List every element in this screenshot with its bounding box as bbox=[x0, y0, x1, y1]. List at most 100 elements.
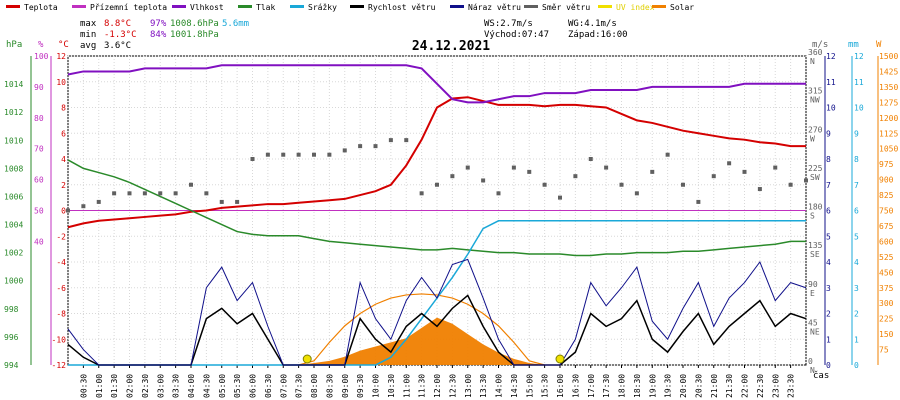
legend-label-0: Teplota bbox=[24, 3, 58, 12]
winddir-dir-1: NE bbox=[810, 327, 820, 336]
temp-tick-5: -2 bbox=[56, 232, 66, 241]
sunrise-marker bbox=[302, 354, 312, 364]
pressure-tick-3: 1000 bbox=[4, 277, 23, 286]
x-tick-label-45: 23:00 bbox=[771, 374, 780, 398]
unit-mm: mm bbox=[848, 40, 859, 50]
rain-tick-12: 12 bbox=[854, 52, 864, 61]
solar-tick-19: 1425 bbox=[879, 67, 898, 76]
legend-swatch-0 bbox=[6, 5, 20, 8]
winddir-dir-6: W bbox=[810, 134, 815, 143]
legend-label-4: Srážky bbox=[308, 3, 337, 12]
winddir-dir-7: NW bbox=[810, 96, 820, 105]
x-tick-label-36: 18:30 bbox=[633, 374, 642, 398]
series-gust-line bbox=[67, 258, 807, 366]
x-tick-label-43: 22:00 bbox=[741, 374, 750, 398]
series-winddir-point-32 bbox=[558, 195, 562, 200]
series-winddir-point-35 bbox=[604, 165, 609, 170]
winddir-dir-2: E bbox=[810, 289, 815, 298]
x-tick-label-27: 14:00 bbox=[495, 374, 504, 398]
x-tick-label-38: 19:30 bbox=[664, 374, 673, 398]
humidity-tick-2: 60 bbox=[34, 176, 44, 185]
wind-tick-9: 9 bbox=[826, 129, 831, 138]
series-humidity-line bbox=[67, 64, 806, 104]
solar-tick-15: 1125 bbox=[879, 129, 898, 138]
legend-swatch-6 bbox=[450, 5, 464, 8]
info-panel: max 8.8°C 97% 1008.6hPa 5.6mm min -1.3°C… bbox=[80, 19, 628, 54]
solar-tick-14: 1050 bbox=[879, 145, 898, 154]
winddir-tick-2: 90 bbox=[808, 280, 818, 289]
stats-avg-temp: 3.6°C bbox=[104, 41, 131, 51]
x-tick-label-46: 23:30 bbox=[787, 374, 796, 398]
x-tick-label-3: 02:00 bbox=[126, 374, 135, 398]
series-winddir-point-48 bbox=[804, 178, 808, 183]
x-tick-label-17: 09:00 bbox=[341, 374, 350, 398]
x-tick-label-35: 18:00 bbox=[618, 374, 627, 398]
series-winddir-point-1 bbox=[81, 204, 86, 209]
x-tick-label-40: 20:30 bbox=[694, 374, 703, 398]
x-tick-label-11: 06:00 bbox=[249, 374, 258, 398]
temp-tick-12: 12 bbox=[56, 52, 66, 61]
solar-tick-11: 825 bbox=[879, 191, 894, 200]
x-tick-label-15: 08:00 bbox=[310, 374, 319, 398]
x-tick-label-10: 05:30 bbox=[233, 374, 242, 398]
x-tick-label-31: 16:00 bbox=[556, 374, 565, 398]
solar-tick-20: 1500 bbox=[879, 52, 898, 61]
winddir-dir-5: SW bbox=[810, 173, 820, 182]
series-solar-area bbox=[68, 317, 806, 365]
x-tick-label-44: 22:30 bbox=[756, 374, 765, 398]
wind-tick-3: 3 bbox=[826, 284, 831, 293]
pressure-tick-0: 994 bbox=[4, 361, 19, 370]
solar-tick-12: 900 bbox=[879, 176, 894, 185]
x-tick-label-16: 08:30 bbox=[325, 374, 334, 398]
x-tick-label-4: 02:30 bbox=[141, 374, 150, 398]
series-winddir-point-33 bbox=[573, 174, 578, 179]
right-axes: 0N45NE90E135SE180S225SW270W315NW360N0123… bbox=[808, 48, 898, 375]
humidity-tick-4: 80 bbox=[34, 114, 44, 123]
x-tick-label-24: 12:30 bbox=[448, 374, 457, 398]
winddir-tick-5: 225 bbox=[808, 164, 823, 173]
series-winddir-point-46 bbox=[773, 165, 778, 170]
x-tick-label-42: 21:30 bbox=[725, 374, 734, 398]
unit-ms: m/s bbox=[812, 40, 828, 50]
series-winddir-point-45 bbox=[757, 187, 762, 192]
series-pressure-line bbox=[67, 159, 806, 257]
x-tick-label-21: 11:00 bbox=[402, 374, 411, 398]
legend-swatch-7 bbox=[524, 5, 538, 8]
series-winddir-point-40 bbox=[681, 182, 685, 187]
legend-swatch-8 bbox=[598, 5, 612, 8]
series-winddir-point-23 bbox=[419, 191, 424, 196]
temp-tick-0: -12 bbox=[52, 361, 67, 370]
rain-tick-10: 10 bbox=[854, 104, 864, 113]
pressure-tick-2: 998 bbox=[4, 305, 19, 314]
stats-max-hum: 97% bbox=[150, 19, 167, 29]
stats-min-temp: -1.3°C bbox=[104, 30, 137, 40]
solar-tick-8: 600 bbox=[879, 237, 894, 246]
rain-tick-5: 5 bbox=[854, 232, 859, 241]
date-title: 24.12.2021 bbox=[412, 39, 490, 54]
legend-label-9: Solar bbox=[670, 3, 694, 12]
x-tick-label-18: 09:30 bbox=[356, 374, 365, 398]
rain-tick-6: 6 bbox=[854, 207, 859, 216]
series-winddir-point-43 bbox=[727, 161, 732, 166]
solar-tick-13: 975 bbox=[879, 160, 894, 169]
rain-tick-11: 11 bbox=[854, 78, 864, 87]
x-tick-label-14: 07:30 bbox=[295, 374, 304, 398]
x-tick-label-28: 14:30 bbox=[510, 374, 519, 398]
wind-tick-4: 4 bbox=[826, 258, 831, 267]
series-winddir-point-0 bbox=[66, 208, 70, 213]
humidity-tick-1: 50 bbox=[34, 207, 44, 216]
x-tick-label-8: 04:30 bbox=[202, 374, 211, 398]
winddir-tick-7: 315 bbox=[808, 87, 823, 96]
x-tick-label-19: 10:00 bbox=[372, 374, 381, 398]
series-winddir-point-3 bbox=[112, 191, 117, 196]
stats-max-label: max bbox=[80, 19, 97, 29]
x-tick-label-22: 11:30 bbox=[418, 374, 427, 398]
wind-tick-6: 6 bbox=[826, 207, 831, 216]
pressure-tick-7: 1008 bbox=[4, 164, 23, 173]
series-winddir-point-21 bbox=[388, 138, 393, 143]
series-winddir-point-44 bbox=[742, 169, 747, 174]
series-winddir-point-4 bbox=[127, 191, 132, 196]
series-winddir-point-39 bbox=[665, 152, 670, 157]
wind-speed-avg: WS:2.7m/s bbox=[484, 19, 533, 29]
x-tick-label-5: 03:00 bbox=[156, 374, 165, 398]
